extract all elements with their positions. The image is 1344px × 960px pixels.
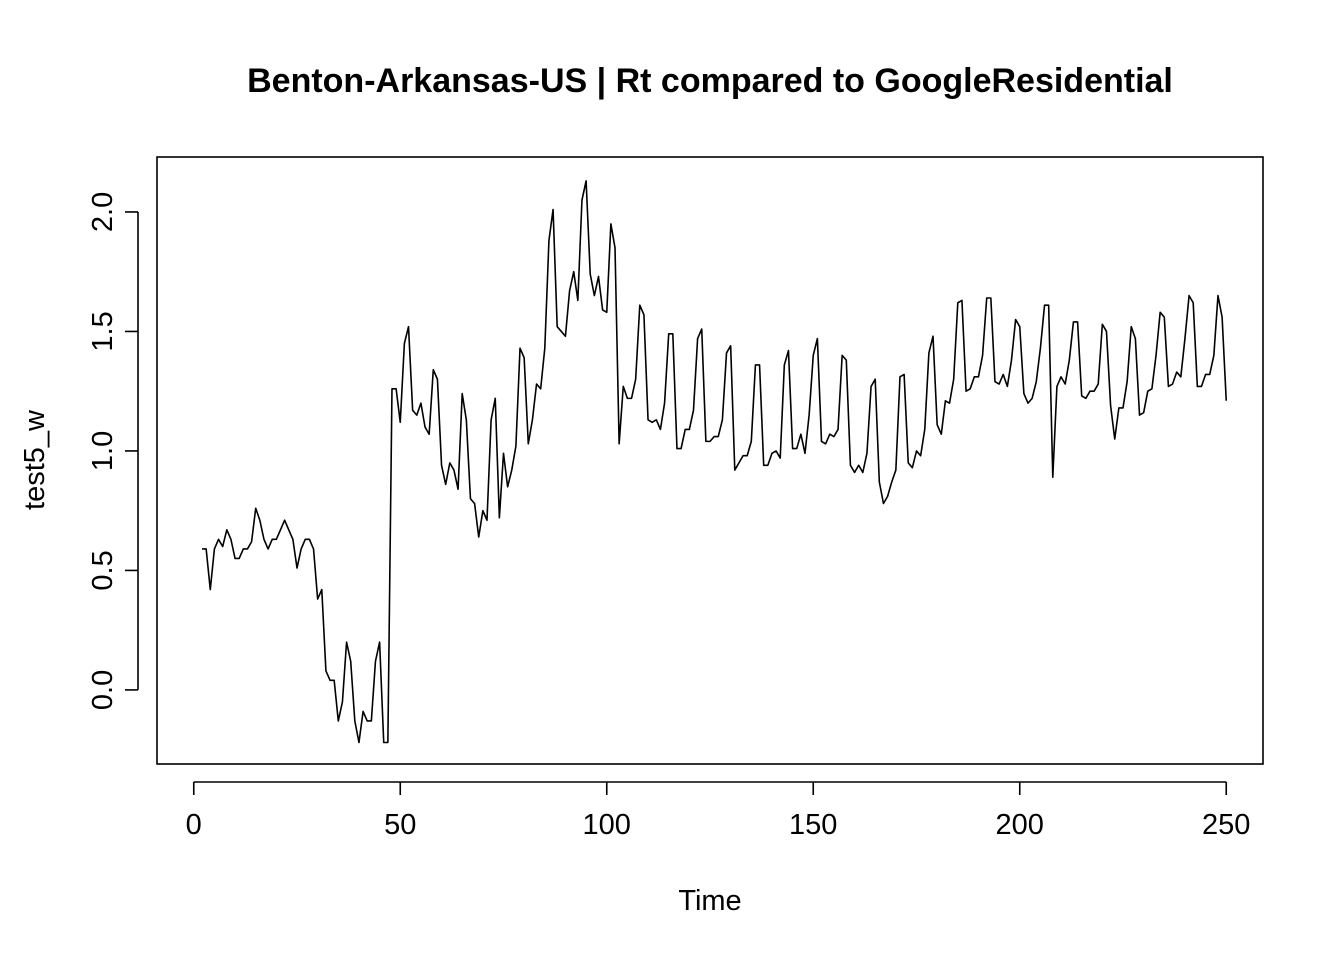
y-tick-label: 1.0 (87, 431, 119, 471)
y-tick-label: 0.5 (87, 550, 119, 590)
y-tick-label: 1.5 (87, 311, 119, 351)
x-axis: 0 50 100 150 200 250 (186, 781, 1250, 841)
x-tick-label: 150 (789, 809, 837, 841)
series-line (202, 180, 1228, 744)
y-axis-label: test5_w (19, 409, 51, 510)
x-tick-label: 0 (186, 809, 202, 841)
x-tick-label: 50 (384, 809, 416, 841)
y-tick-label: 0.0 (87, 670, 119, 710)
x-tick-label: 200 (996, 809, 1044, 841)
x-tick-label: 100 (583, 809, 631, 841)
x-axis-label: Time (678, 885, 741, 917)
chart-title: Benton-Arkansas-US | Rt compared to Goog… (247, 62, 1173, 100)
plot-frame (156, 156, 1264, 765)
y-axis: 0.0 0.5 1.0 1.5 2.0 (87, 192, 139, 710)
series-group (202, 180, 1228, 744)
x-tick-label: 250 (1202, 809, 1250, 841)
y-tick-label: 2.0 (87, 192, 119, 232)
